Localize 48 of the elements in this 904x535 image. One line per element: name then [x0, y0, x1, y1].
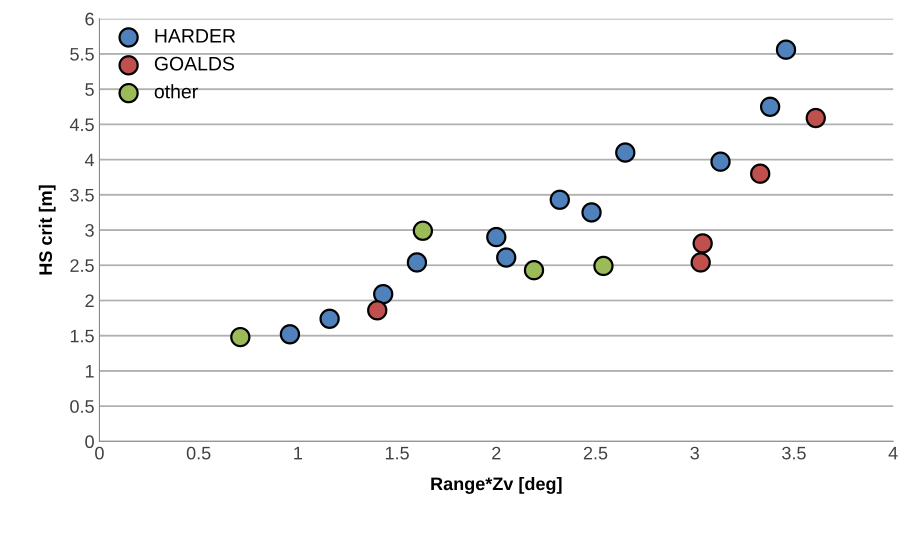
point	[496, 247, 516, 268]
x-axis-title: Range*Zv [deg]	[431, 476, 562, 494]
x-tick-label: 1	[294, 446, 302, 460]
x-tick-label: 2	[492, 446, 500, 460]
point	[280, 324, 300, 344]
point	[367, 300, 388, 321]
x-tick-label: 3	[690, 446, 699, 460]
point	[776, 40, 796, 60]
y-tick-label: 2.5	[70, 259, 94, 272]
legend-label: GOALDS	[154, 56, 234, 71]
point	[710, 152, 731, 172]
point	[750, 164, 770, 184]
point	[615, 142, 636, 163]
point	[319, 308, 340, 329]
y-tick-label: 2	[85, 294, 94, 308]
point	[373, 284, 394, 304]
point	[230, 326, 250, 348]
point	[406, 252, 428, 273]
x-tick-label: 3.5	[782, 446, 806, 460]
x-tick-label: 4	[888, 446, 898, 460]
point	[690, 252, 711, 273]
point	[486, 226, 506, 248]
point	[581, 202, 602, 223]
y-tick-label: 1.5	[70, 330, 94, 342]
y-tick-label: 6	[85, 12, 94, 26]
y-tick-label: 3	[85, 224, 94, 237]
y-tick-label: 5	[85, 83, 94, 96]
y-tick-label: 3.5	[70, 188, 94, 202]
x-tick-label: 0	[95, 446, 104, 460]
point	[550, 190, 570, 210]
x-tick-label: 2.5	[584, 446, 608, 460]
point	[524, 260, 544, 280]
point	[412, 220, 434, 241]
point	[593, 256, 614, 276]
y-tick-label: 5.5	[70, 48, 94, 61]
x-tick-label: 0.5	[186, 446, 210, 460]
y-tick-label: 0	[85, 435, 94, 448]
point	[692, 233, 713, 254]
x-tick-label: 1.5	[386, 446, 409, 460]
legend-label: other	[154, 84, 198, 98]
y-tick-label: 4.5	[70, 118, 94, 132]
legend-label: HARDER	[155, 29, 236, 43]
y-tick-label: 0.5	[70, 400, 94, 413]
point	[806, 108, 826, 128]
y-tick-label: 4	[84, 154, 94, 166]
y-tick-label: 1	[86, 365, 94, 378]
y-axis-title: HS crit [m]	[38, 185, 56, 274]
point	[760, 96, 780, 117]
